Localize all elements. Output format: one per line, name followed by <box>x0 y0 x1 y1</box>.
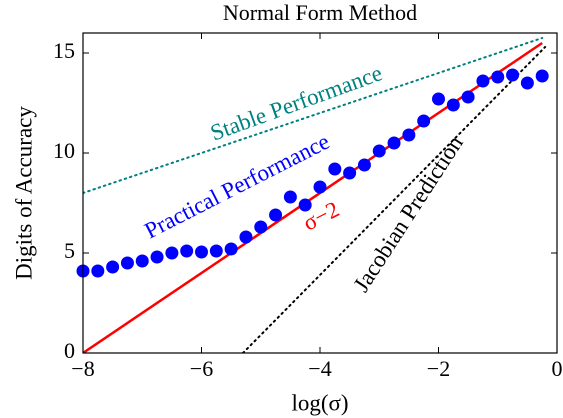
data-point <box>150 250 164 264</box>
data-point <box>135 254 149 268</box>
data-point <box>254 220 268 234</box>
y-axis-label: Digits of Accuracy <box>11 106 36 280</box>
data-point <box>357 158 371 172</box>
data-point <box>461 90 475 104</box>
data-point <box>106 260 120 274</box>
y-tick-label: 0 <box>64 338 75 363</box>
data-point <box>269 208 283 222</box>
x-tick-label: 0 <box>552 356 563 381</box>
x-tick-label: −6 <box>190 356 213 381</box>
data-point <box>372 144 386 158</box>
series-line <box>241 46 547 353</box>
data-point <box>491 70 505 84</box>
data-point <box>328 162 342 176</box>
data-point <box>446 98 460 112</box>
data-point <box>91 264 105 278</box>
data-point <box>180 244 194 258</box>
data-point <box>387 136 401 150</box>
series-label: Stable Performance <box>207 60 385 145</box>
data-point <box>120 256 134 270</box>
y-tick-label: 5 <box>64 238 75 263</box>
data-point <box>535 69 549 83</box>
data-point <box>209 244 223 258</box>
data-point <box>298 198 312 212</box>
y-tick-label: 15 <box>53 38 75 63</box>
data-point <box>343 166 357 180</box>
series-label: Jacobian Prediction <box>348 131 468 297</box>
data-point <box>239 230 253 244</box>
data-point <box>195 245 208 259</box>
data-point <box>432 92 445 106</box>
x-tick-label: −4 <box>308 356 331 381</box>
data-point <box>224 242 238 256</box>
data-point <box>476 74 490 88</box>
chart-title: Normal Form Method <box>223 0 417 25</box>
plot-frame <box>82 32 558 354</box>
data-point <box>165 246 179 260</box>
data-point <box>506 68 520 82</box>
series-line <box>83 37 544 194</box>
x-tick-label: −8 <box>71 356 94 381</box>
x-axis-label: log(σ) <box>291 390 348 415</box>
data-point <box>283 190 297 204</box>
data-point <box>402 128 416 142</box>
data-point <box>313 180 327 194</box>
y-tick-label: 10 <box>53 138 75 163</box>
x-tick-label: −2 <box>427 356 450 381</box>
data-point <box>417 114 431 128</box>
data-point <box>520 76 534 90</box>
